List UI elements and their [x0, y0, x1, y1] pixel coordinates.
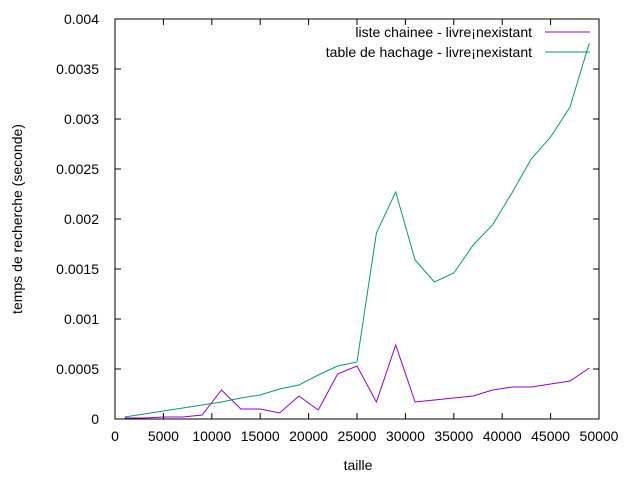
legend-label-1: liste chainee - livre¡nexistant	[355, 24, 532, 40]
y-tick-label: 0.0035	[56, 61, 99, 77]
y-tick-label: 0.0025	[56, 161, 99, 177]
x-tick-label: 20000	[289, 428, 328, 444]
y-axis-label: temps de recherche (seconde)	[9, 124, 25, 314]
x-tick-label: 15000	[241, 428, 280, 444]
x-tick-label: 25000	[338, 428, 377, 444]
series-line-1	[124, 343, 590, 419]
x-axis-label: taille	[344, 457, 373, 473]
y-tick-label: 0.0005	[56, 361, 99, 377]
legend: liste chainee - livre¡nexistant table de …	[326, 24, 590, 60]
x-tick-label: 45000	[531, 428, 570, 444]
series-layer	[124, 42, 590, 419]
y-tick-label: 0.002	[64, 211, 99, 227]
y-tick-label: 0	[91, 411, 99, 427]
x-tick-label: 35000	[434, 428, 473, 444]
legend-label-2: table de hachage - livre¡nexistant	[326, 44, 532, 60]
x-axis: 0 5000 10000 15000 20000 25000 30000 35000 40000…	[111, 19, 619, 444]
x-tick-label: 30000	[386, 428, 425, 444]
x-tick-label: 40000	[483, 428, 522, 444]
y-tick-label: 0.004	[64, 11, 99, 27]
y-tick-label: 0.0015	[56, 261, 99, 277]
x-tick-label: 10000	[192, 428, 231, 444]
x-tick-label: 50000	[580, 428, 619, 444]
y-tick-label: 0.001	[64, 311, 99, 327]
x-tick-label: 0	[111, 428, 119, 444]
y-tick-label: 0.003	[64, 111, 99, 127]
y-axis: 0 0.0005 0.001 0.0015 0.002 0.0025 0.003 0.0035…	[56, 11, 599, 427]
x-tick-label: 5000	[148, 428, 179, 444]
series-line-2	[124, 42, 590, 418]
